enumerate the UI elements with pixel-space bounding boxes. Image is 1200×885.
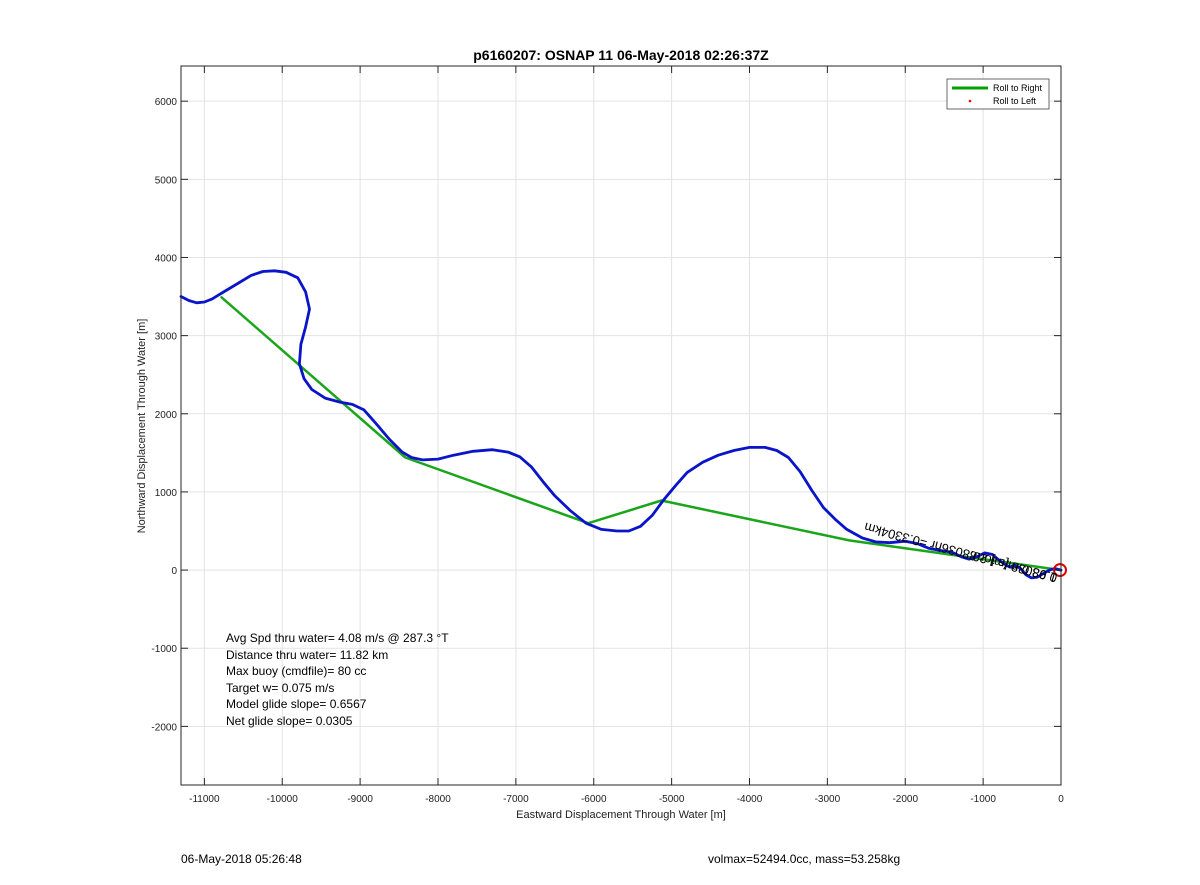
x-tick-label: -11000 bbox=[189, 794, 220, 805]
grid-lines bbox=[181, 66, 1062, 785]
x-tick-label: -10000 bbox=[267, 794, 299, 805]
x-tick-label: -5000 bbox=[659, 794, 685, 805]
y-tick-label: 6000 bbox=[155, 97, 178, 108]
x-tick-label: 0 bbox=[1058, 794, 1064, 805]
y-tick-label: 4000 bbox=[155, 253, 178, 264]
stat-model-glide-slope: Model glide slope= 0.6567 bbox=[226, 697, 367, 711]
y-tick-label: 0 bbox=[171, 566, 177, 577]
legend-roll-left-label: Roll to Left bbox=[993, 96, 1037, 106]
x-tick-label: -4000 bbox=[737, 794, 763, 805]
plot-area bbox=[181, 66, 1061, 785]
legend-roll-right-label: Roll to Right bbox=[993, 83, 1043, 93]
stats-annotations: Avg Spd thru water= 4.08 m/s @ 287.3 °T … bbox=[226, 631, 449, 728]
y-axis-label: Northward Displacement Through Water [m] bbox=[136, 319, 148, 534]
x-tick-label: -9000 bbox=[347, 794, 373, 805]
stat-distance: Distance thru water= 11.82 km bbox=[226, 648, 388, 662]
legend-box bbox=[946, 78, 1050, 110]
x-tick-label: -6000 bbox=[581, 794, 607, 805]
stat-net-glide-slope: Net glide slope= 0.0305 bbox=[226, 714, 353, 728]
chart-title: p6160207: OSNAP 11 06-May-2018 02:26:37Z bbox=[473, 47, 769, 63]
series-group bbox=[179, 269, 1063, 580]
glider-track-line bbox=[179, 269, 1063, 580]
legend: Roll to Right Roll to Left bbox=[946, 78, 1050, 110]
y-tick-label: 2000 bbox=[155, 410, 178, 421]
axis-tick-labels: -11000 -10000 -9000 -8000 -7000 -6000 -5000 -40… bbox=[151, 97, 1064, 805]
stat-max-buoy: Max buoy (cmdfile)= 80 cc bbox=[226, 664, 366, 678]
x-tick-label: -7000 bbox=[503, 794, 529, 805]
stat-target-w: Target w= 0.075 m/s bbox=[226, 681, 334, 695]
x-axis-label: Eastward Displacement Through Water [m] bbox=[516, 809, 726, 821]
stat-avg-speed: Avg Spd thru water= 4.08 m/s @ 287.3 °T bbox=[226, 631, 449, 645]
footer-info: volmax=52494.0cc, mass=53.258kg bbox=[708, 852, 901, 866]
x-tick-label: -1000 bbox=[970, 794, 996, 805]
footer-timestamp: 06-May-2018 05:26:48 bbox=[181, 852, 302, 866]
y-tick-label: -1000 bbox=[151, 644, 177, 655]
y-tick-label: 3000 bbox=[155, 332, 178, 343]
x-tick-label: -8000 bbox=[425, 794, 451, 805]
axes-frame bbox=[180, 65, 1062, 786]
axis-ticks bbox=[181, 66, 1062, 785]
x-tick-label: -2000 bbox=[892, 794, 918, 805]
legend-roll-left-swatch bbox=[968, 99, 972, 103]
y-tick-label: 1000 bbox=[155, 488, 178, 499]
roll-to-right-line bbox=[220, 296, 1063, 572]
y-tick-label: -2000 bbox=[151, 722, 177, 733]
y-tick-label: 5000 bbox=[155, 175, 178, 186]
x-tick-label: -3000 bbox=[815, 794, 841, 805]
